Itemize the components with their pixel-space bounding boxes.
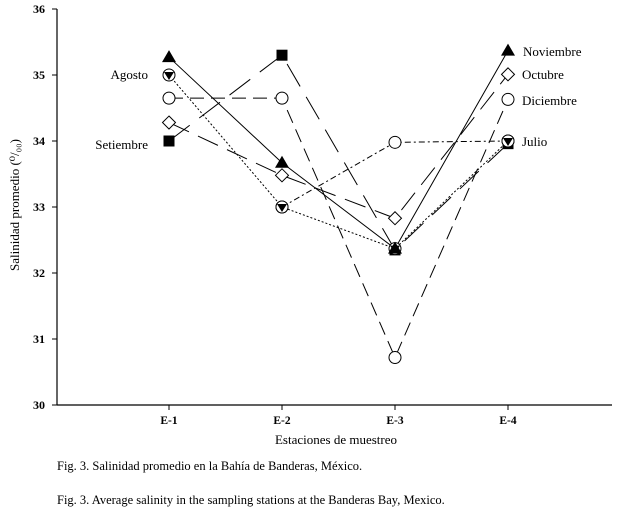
caption-english: Fig. 3. Average salinity in the sampling…	[57, 493, 445, 507]
series-line-noviembre	[168, 50, 509, 250]
y-tick-label: 32	[33, 266, 45, 280]
series-line-julio	[281, 140, 509, 208]
y-tick-label: 35	[33, 68, 45, 82]
point-marker-core	[503, 138, 513, 146]
point-setiembre	[276, 49, 288, 61]
series-label-noviembre: Noviembre	[523, 44, 582, 59]
series-lines	[168, 50, 509, 359]
point-setiembre	[163, 135, 175, 147]
y-tick-label: 31	[33, 332, 45, 346]
series-labels: Noviembre Octubre Diciembre Julio Agosto Seti…	[95, 44, 581, 152]
y-tick-label: 36	[33, 2, 45, 16]
point-noviembre	[275, 155, 289, 168]
series-line-agosto	[168, 74, 509, 250]
y-tick-label: 34	[33, 134, 45, 148]
point-diciembre	[388, 350, 402, 364]
point-marker-core	[277, 204, 287, 212]
series-label-julio: Julio	[522, 134, 547, 149]
point-octubre	[274, 168, 290, 183]
x-tick-label: E-4	[499, 415, 517, 427]
point-agosto	[501, 134, 515, 148]
series-label-diciembre: Diciembre	[522, 93, 577, 108]
caption-spanish: Fig. 3. Salinidad promedio en la Bahía d…	[57, 459, 363, 473]
series-markers	[161, 43, 516, 364]
y-axis-label: Salinidad promedio (⁰/₀₀)	[7, 139, 22, 271]
point-diciembre	[275, 91, 289, 105]
series-label-octubre: Octubre	[522, 67, 564, 82]
series-label-agosto: Agosto	[110, 67, 148, 82]
y-tick-label: 33	[33, 200, 45, 214]
x-tick-label: E-3	[386, 415, 404, 427]
axes: 30 31 32 33 34 35 36 E-1 E-2 E-3 E-4	[33, 2, 612, 427]
point-julio	[388, 135, 402, 149]
series-line-setiembre	[168, 54, 509, 251]
series-label-setiembre: Setiembre	[95, 137, 148, 152]
point-diciembre	[501, 92, 515, 106]
salinity-chart: 30 31 32 33 34 35 36 E-1 E-2 E-3 E-4 Noviembre Octu…	[7, 2, 612, 447]
point-noviembre	[162, 50, 176, 63]
x-tick-label: E-2	[273, 415, 291, 427]
x-tick-label: E-1	[160, 415, 178, 427]
point-octubre	[500, 67, 516, 82]
point-octubre	[161, 115, 177, 130]
point-noviembre	[388, 241, 402, 254]
series-line-octubre	[168, 74, 509, 219]
x-axis-label: Estaciones de muestreo	[275, 432, 397, 447]
point-agosto	[162, 68, 176, 82]
point-noviembre	[501, 43, 515, 56]
point-octubre	[387, 211, 403, 226]
point-diciembre	[162, 91, 176, 105]
point-marker-core	[164, 72, 174, 80]
y-tick-label: 30	[33, 398, 45, 412]
point-agosto	[275, 200, 289, 214]
